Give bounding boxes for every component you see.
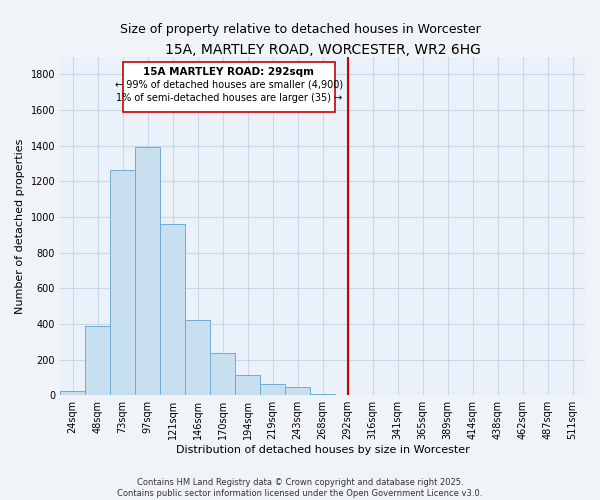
Bar <box>110 170 135 395</box>
FancyBboxPatch shape <box>122 62 335 112</box>
X-axis label: Distribution of detached houses by size in Worcester: Distribution of detached houses by size … <box>176 445 469 455</box>
Text: 1% of semi-detached houses are larger (35) →: 1% of semi-detached houses are larger (3… <box>116 93 342 103</box>
Bar <box>285 387 310 395</box>
Text: Size of property relative to detached houses in Worcester: Size of property relative to detached ho… <box>119 22 481 36</box>
Bar <box>185 320 210 395</box>
Text: ← 99% of detached houses are smaller (4,900): ← 99% of detached houses are smaller (4,… <box>115 80 343 90</box>
Bar <box>60 391 85 395</box>
Bar <box>310 394 335 395</box>
Y-axis label: Number of detached properties: Number of detached properties <box>15 138 25 314</box>
Bar <box>135 146 160 395</box>
Bar <box>260 384 285 395</box>
Bar <box>210 354 235 395</box>
Bar <box>160 224 185 395</box>
Bar <box>235 374 260 395</box>
Title: 15A, MARTLEY ROAD, WORCESTER, WR2 6HG: 15A, MARTLEY ROAD, WORCESTER, WR2 6HG <box>164 42 481 56</box>
Text: 15A MARTLEY ROAD: 292sqm: 15A MARTLEY ROAD: 292sqm <box>143 67 314 77</box>
Bar <box>85 326 110 395</box>
Text: Contains HM Land Registry data © Crown copyright and database right 2025.
Contai: Contains HM Land Registry data © Crown c… <box>118 478 482 498</box>
